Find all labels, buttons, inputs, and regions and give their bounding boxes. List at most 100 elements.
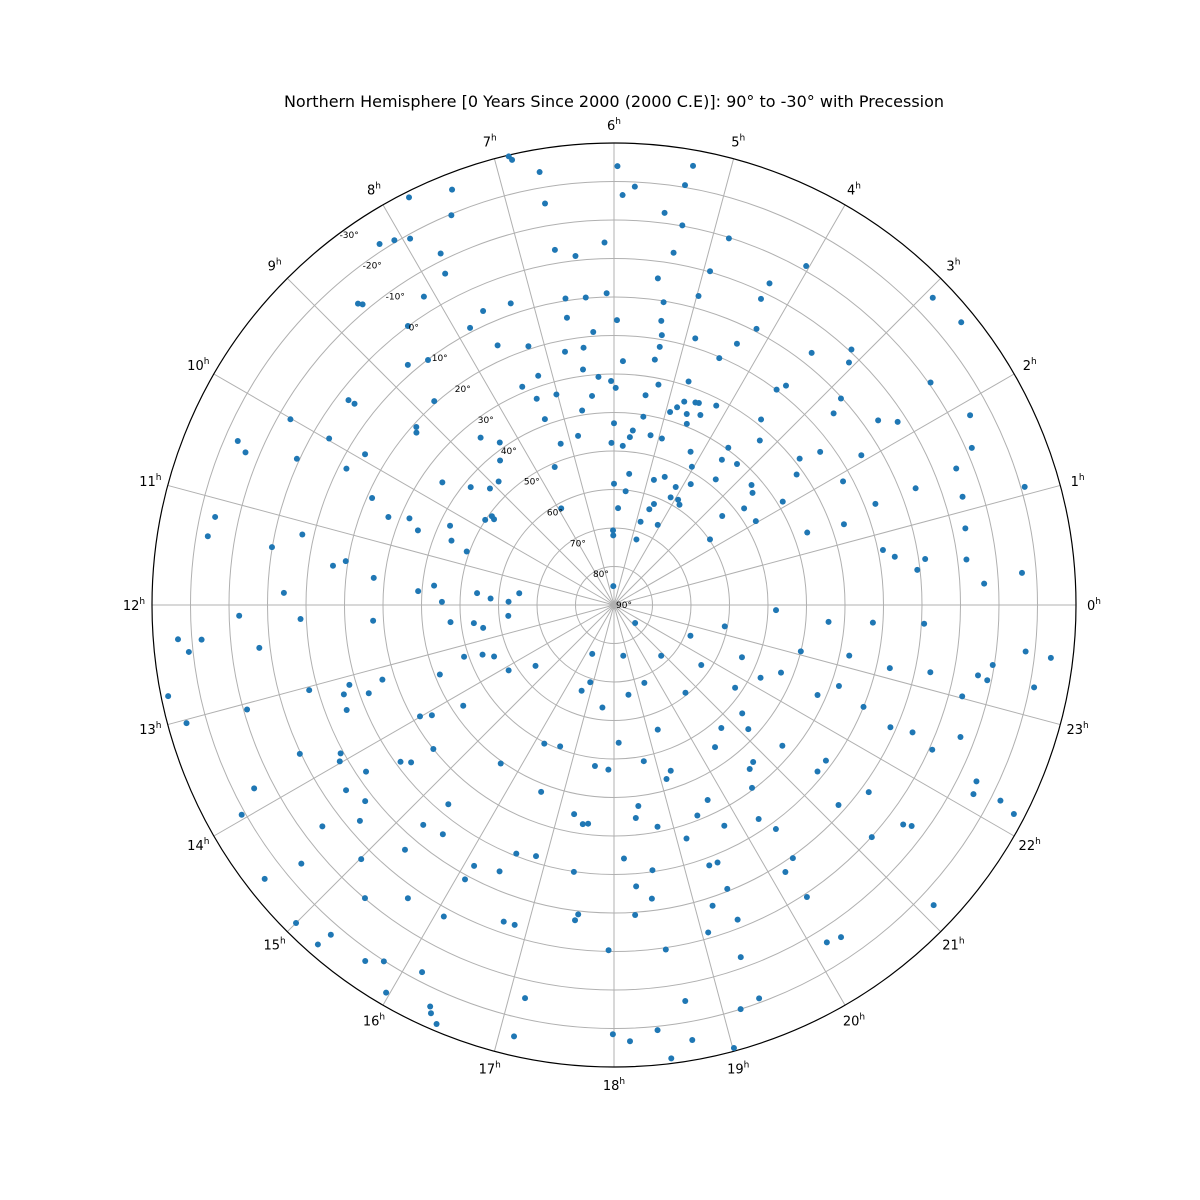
star-point (650, 501, 657, 508)
star-point (779, 742, 786, 749)
star-point (658, 317, 665, 324)
star-point (589, 650, 596, 657)
star-point (551, 246, 558, 253)
star-point (204, 533, 211, 540)
star-point (370, 617, 377, 624)
star-point (718, 725, 725, 732)
star-point (439, 479, 446, 486)
star-point (626, 434, 633, 441)
star-point (753, 325, 760, 332)
grid-radial-line (613, 604, 846, 1006)
star-point (667, 767, 674, 774)
declination-tick-label: 20° (455, 385, 471, 395)
star-point (327, 931, 334, 938)
star-point (725, 444, 732, 451)
star-point (709, 902, 716, 909)
star-point (505, 612, 512, 619)
star-point (997, 797, 1004, 804)
star-point (737, 1006, 744, 1013)
star-point (306, 687, 313, 694)
grid-radial-line (167, 484, 615, 606)
star-point (814, 691, 821, 698)
star-point (361, 895, 368, 902)
star-point (658, 652, 665, 659)
hour-tick-label: 9h (268, 258, 282, 275)
star-point (872, 500, 879, 507)
grid (152, 143, 1076, 1067)
hour-tick-label: 4h (847, 181, 861, 198)
star-point (551, 464, 558, 471)
star-point (814, 768, 821, 775)
star-point (756, 437, 763, 444)
star-point (716, 355, 723, 362)
star-point (538, 788, 545, 795)
star-point (212, 513, 219, 520)
star-point (533, 853, 540, 860)
star-point (406, 515, 413, 522)
star-point (637, 518, 644, 525)
star-point (1031, 684, 1038, 691)
star-point (879, 547, 886, 554)
hour-tick-label: 21h (942, 936, 964, 953)
star-point (500, 918, 507, 925)
declination-tick-label: 0° (409, 323, 419, 333)
star-point (431, 398, 438, 405)
star-point (365, 690, 372, 697)
star-point (425, 356, 432, 363)
star-point (633, 536, 640, 543)
star-point (909, 729, 916, 736)
star-point (835, 682, 842, 689)
star-point (461, 653, 468, 660)
star-point (242, 449, 249, 456)
star-point (234, 438, 241, 445)
star-point (647, 432, 654, 439)
star-point (663, 775, 670, 782)
star-point (314, 941, 321, 948)
hour-tick-labels: 0h 1h 2h 3h 4h 5h 6h 7h 8h 9h 10h 11h 12h 13h 14h 15h 16… (123, 117, 1101, 1094)
star-point (575, 911, 582, 918)
star-point (496, 868, 503, 875)
star-point (646, 506, 653, 513)
star-point (846, 652, 853, 659)
star-point (557, 743, 564, 750)
star-point (929, 746, 936, 753)
star-point (712, 476, 719, 483)
grid-radial-line (213, 604, 615, 837)
star-point (719, 512, 726, 519)
declination-tick-label: 30° (478, 416, 494, 426)
star-point (198, 636, 205, 643)
star-point (766, 280, 773, 287)
star-point (460, 702, 467, 709)
declination-tick-label: -30° (340, 231, 359, 241)
star-point (975, 672, 981, 679)
star-point (329, 562, 336, 569)
star-point (848, 346, 855, 353)
star-point (714, 859, 721, 866)
star-point (755, 816, 762, 823)
star-point (683, 835, 690, 842)
star-point (694, 812, 701, 819)
star-point (448, 212, 455, 219)
star-point (927, 669, 934, 676)
star-point (712, 744, 719, 751)
star-point (319, 823, 326, 830)
star-point (698, 661, 705, 668)
star-point (739, 710, 746, 717)
hour-tick-label: 5h (731, 133, 745, 150)
star-point (746, 766, 753, 773)
star-point (587, 679, 594, 686)
star-point (579, 366, 586, 373)
declination-tick-labels: 90° 80° 70° 60° 50° 40° 30° 20° 10° 0° -10° -20° -30… (340, 231, 632, 611)
star-point (658, 435, 665, 442)
star-point (620, 652, 627, 659)
star-point (516, 590, 523, 597)
star-point (519, 383, 526, 390)
star-point (362, 957, 369, 964)
star-point (649, 867, 656, 874)
star-point (622, 488, 629, 495)
star-point (697, 412, 704, 419)
star-point (238, 811, 245, 818)
star-point (522, 995, 529, 1002)
star-point (419, 969, 426, 976)
star-point (482, 516, 489, 523)
